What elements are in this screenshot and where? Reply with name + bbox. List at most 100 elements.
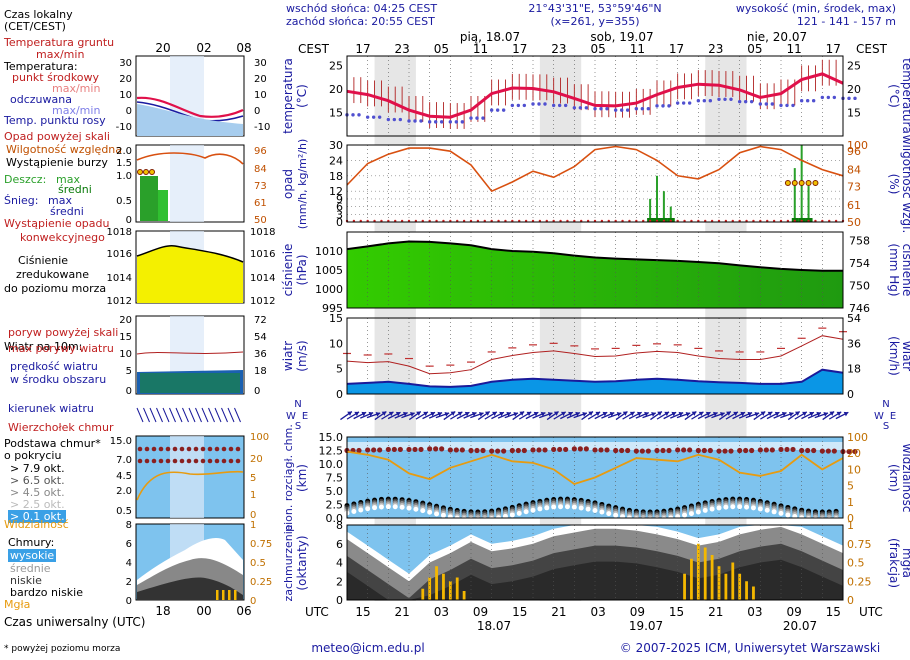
- legend-tick: 5: [126, 366, 132, 377]
- y-tick: 73: [847, 181, 861, 194]
- y-tick: 0: [847, 594, 854, 607]
- cloud-top-point: [757, 447, 763, 453]
- wind-arrow: [684, 411, 697, 421]
- wind-arrow: [518, 411, 532, 420]
- dewpoint-point: [377, 115, 382, 119]
- y-tick: 12: [329, 185, 343, 198]
- cloud-base-point: [516, 510, 522, 516]
- y-tick: 15.0: [319, 431, 344, 444]
- dewpoint-point: [413, 119, 417, 123]
- dewpoint-point: [599, 107, 603, 111]
- utc-tick: 21: [708, 605, 723, 619]
- legend-tick: 1014: [250, 273, 275, 284]
- legend-tick: 1014: [107, 273, 132, 284]
- visibility-line: [346, 450, 844, 485]
- pres-axis-title: ciśnienie: [281, 244, 295, 297]
- cloud-base-point: [365, 506, 371, 512]
- utc-tick: 15: [512, 605, 527, 619]
- legend-clouds: Chmury:: [8, 536, 54, 549]
- cloud-base-point: [399, 504, 405, 510]
- cloud-top-point: [391, 446, 397, 453]
- wind-arrow: [787, 411, 801, 421]
- wind-arrow: [415, 411, 429, 420]
- vis-axis-unit-right: (km): [887, 464, 901, 492]
- cloud-base-point: [392, 504, 398, 510]
- cloud-base-point: [764, 507, 770, 513]
- legend-tick: 1016: [250, 249, 275, 260]
- cloud-top-point: [654, 447, 660, 454]
- cloud-base-point: [661, 516, 667, 522]
- dewpoint-point: [489, 108, 494, 112]
- footer-email: meteo@icm.edu.pl: [311, 641, 424, 655]
- wind-arrow: [822, 411, 835, 421]
- wind-arrow: [497, 411, 512, 419]
- legend-tick: 1.5: [116, 158, 132, 169]
- temp-axis-title-left: temperatura: [281, 58, 295, 134]
- cloud-top-point: [852, 448, 858, 455]
- cloud-base-point: [509, 512, 515, 518]
- y-tick: 84: [847, 164, 861, 177]
- fog-bar: [428, 577, 432, 600]
- legend-storm: Wystąpienie burzy: [6, 156, 108, 169]
- cloud-top-point: [489, 448, 495, 454]
- wind-arrow: [450, 411, 463, 420]
- legend-vlow: bardzo niskie: [10, 586, 83, 599]
- dewpoint-point: [799, 99, 804, 103]
- cloud-top-point: [371, 447, 377, 453]
- legend-cloud-top: [207, 458, 213, 464]
- wind-axis-unit: (m/s): [295, 340, 309, 371]
- fog-bar: [435, 566, 438, 600]
- utc-tick: 21: [395, 605, 410, 619]
- cloud-top-point: [825, 448, 831, 454]
- storm-marker: [812, 180, 819, 186]
- legend-soil-temp: Temperatura gruntu: [3, 36, 114, 49]
- legend-tick: 20: [119, 315, 132, 326]
- rain-bar: [807, 186, 810, 222]
- cloud-top-point: [495, 448, 501, 454]
- cloud-base-point: [716, 505, 722, 511]
- legend-wind-arrow: [175, 407, 183, 423]
- legend-wind-arrow: [149, 407, 157, 423]
- dewpoint-point: [805, 99, 810, 103]
- wind-arrow: [615, 411, 628, 421]
- cloud-top-point: [557, 446, 563, 453]
- cloud-base-point: [544, 505, 550, 511]
- legend-feels-maxmin: max/min: [52, 104, 100, 117]
- cest-tick: 05: [591, 42, 606, 56]
- legend-fog-bar: [234, 590, 237, 600]
- fog-axis-unit: (frakcja): [887, 538, 901, 588]
- legend-tick: 0: [126, 215, 132, 226]
- cloud-base-point: [406, 505, 412, 511]
- elevation-values: 121 - 141 - 157 m: [797, 15, 896, 28]
- utc-tick: 09: [630, 605, 645, 619]
- legend-cloud-top: [214, 458, 220, 464]
- cloud-base-point: [757, 506, 763, 512]
- cloud-top-point: [377, 447, 383, 453]
- legend-bottom-tick: 18: [155, 604, 170, 618]
- cloud-top-point: [598, 447, 604, 453]
- legend-okt: > 6.5 okt.: [10, 474, 65, 487]
- utc-tick: 15: [826, 605, 841, 619]
- dewpoint-point: [847, 96, 851, 101]
- coords-text: 21°43'31"E, 53°59'46"N: [528, 2, 661, 15]
- legend-cloud-top: [221, 446, 227, 452]
- cloud-base-point: [558, 504, 564, 510]
- wind-arrow: [428, 411, 443, 419]
- legend-conv-2: konwekcyjnego: [20, 231, 105, 244]
- pressure-line: [346, 240, 843, 272]
- cest-tick: 11: [473, 42, 488, 56]
- wind-arrow: [477, 411, 491, 421]
- wind-arrow: [573, 411, 588, 419]
- cloud-top-point: [675, 447, 681, 453]
- y-tick: 9: [336, 193, 343, 206]
- high-cloud-highlight: [8, 549, 56, 562]
- dewpoint-point: [392, 117, 397, 122]
- legend-maxmin: max/min: [52, 82, 100, 95]
- dewpoint-point: [634, 107, 639, 111]
- legend-temp-line: [136, 96, 244, 118]
- storm-marker: [791, 180, 798, 186]
- compass-n: N: [294, 399, 301, 410]
- y-tick: 0.25: [847, 575, 872, 588]
- y-tick: 1005: [315, 264, 343, 277]
- legend-tick: 4.5: [116, 471, 132, 482]
